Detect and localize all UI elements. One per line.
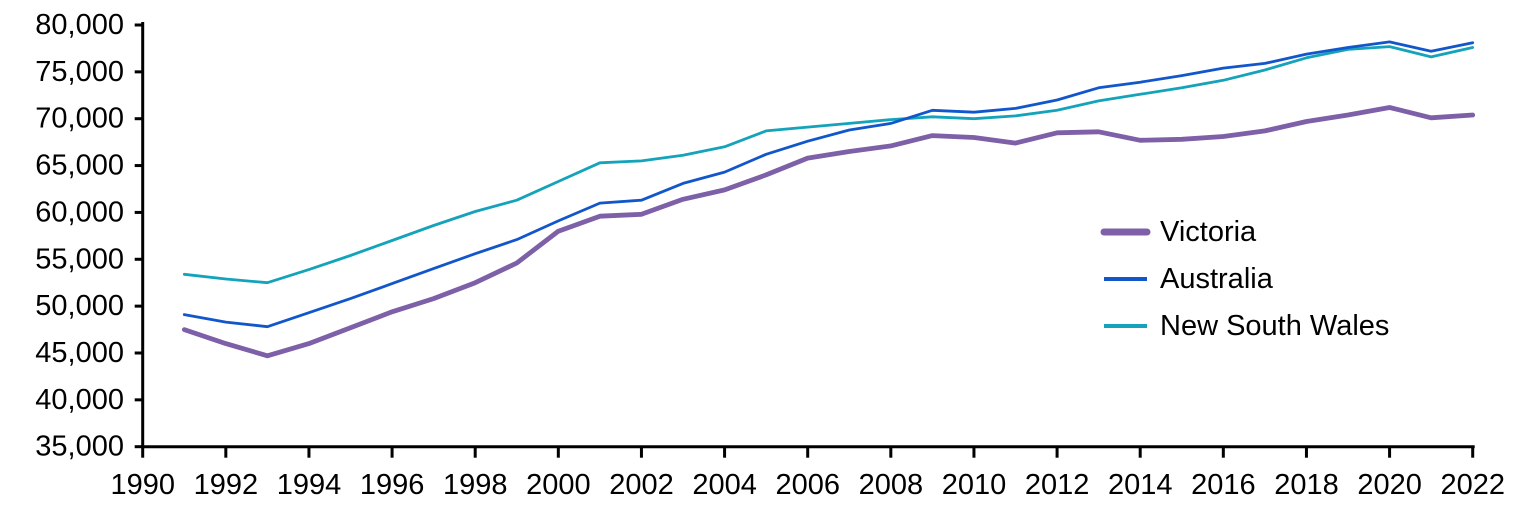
y-tick-label: 40,000 bbox=[35, 384, 124, 416]
x-tick-label: 2020 bbox=[1357, 469, 1422, 501]
series-new-south-wales-line bbox=[182, 45, 1475, 285]
x-tick-label: 2000 bbox=[526, 469, 591, 501]
x-tick-label: 2012 bbox=[1025, 469, 1090, 501]
x-tick-label: 2004 bbox=[692, 469, 757, 501]
y-tick-label: 65,000 bbox=[35, 150, 124, 182]
y-tick-label: 70,000 bbox=[35, 103, 124, 135]
legend-item-australia: Australia bbox=[1104, 263, 1274, 295]
x-tick-label: 1996 bbox=[360, 469, 425, 501]
series-australia-line bbox=[182, 40, 1475, 329]
legend-label: New South Wales bbox=[1160, 310, 1389, 342]
x-tick-label: 1990 bbox=[110, 469, 175, 501]
legend-item-victoria: Victoria bbox=[1100, 216, 1257, 248]
legend-item-new-south-wales: New South Wales bbox=[1104, 310, 1389, 342]
x-tick-label: 2008 bbox=[859, 469, 924, 501]
y-tick-label: 35,000 bbox=[35, 431, 124, 463]
y-tick-label: 55,000 bbox=[35, 243, 124, 275]
x-tick-label: 2016 bbox=[1191, 469, 1256, 501]
x-tick-label: 1998 bbox=[443, 469, 508, 501]
legend-label: Victoria bbox=[1160, 216, 1257, 248]
x-tick-label: 2018 bbox=[1274, 469, 1339, 501]
x-tick-label: 1994 bbox=[277, 469, 342, 501]
x-tick-label: 2002 bbox=[609, 469, 674, 501]
x-tick-label: 2022 bbox=[1440, 469, 1505, 501]
series-victoria-line bbox=[181, 105, 1476, 359]
y-tick-label: 45,000 bbox=[35, 337, 124, 369]
legend-label: Australia bbox=[1160, 263, 1274, 295]
x-tick-label: 2006 bbox=[775, 469, 840, 501]
x-tick-label: 1992 bbox=[194, 469, 259, 501]
y-tick-label: 60,000 bbox=[35, 196, 124, 228]
y-tick-label: 50,000 bbox=[35, 290, 124, 322]
y-tick-label: 80,000 bbox=[35, 9, 124, 41]
x-tick-label: 2010 bbox=[942, 469, 1007, 501]
x-tick-label: 2014 bbox=[1108, 469, 1173, 501]
y-tick-label: 75,000 bbox=[35, 56, 124, 88]
